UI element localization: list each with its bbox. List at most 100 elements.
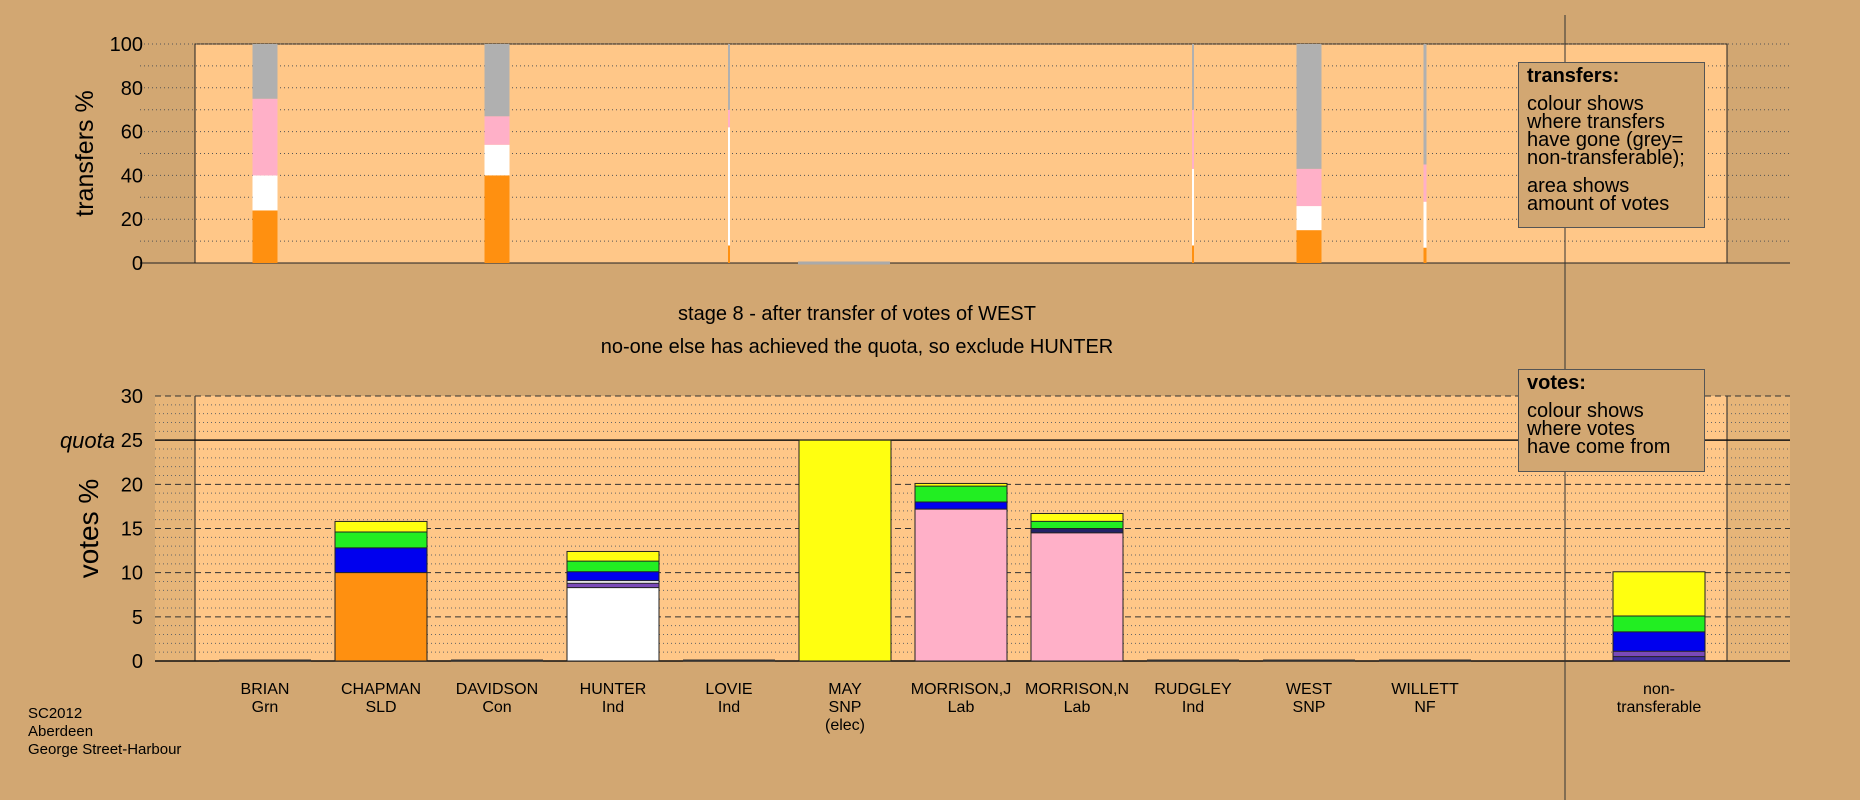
transfers-legend-line: non-transferable);	[1527, 147, 1685, 169]
transfers-legend-line: area shows	[1527, 175, 1630, 197]
votes-legend-line: where votes	[1527, 418, 1635, 440]
candidate-party-label: Lab	[1064, 699, 1091, 716]
transfers-bar-segment	[1192, 44, 1194, 110]
transfers-bar-segment	[728, 109, 730, 128]
transfers-bar-segment	[1423, 164, 1427, 202]
transfers-bar-segment	[1192, 109, 1194, 169]
candidate-name-label: LOVIE	[705, 681, 752, 698]
candidate-party-label: Ind	[602, 699, 624, 716]
votes-bar-segment	[1031, 521, 1123, 529]
votes-bar-segment	[567, 551, 659, 562]
candidate-name-label: MORRISON,N	[1025, 681, 1129, 698]
candidate-party-label: SNP	[829, 699, 862, 716]
election-council: Aberdeen	[28, 723, 94, 740]
votes-bar-segment	[1613, 651, 1705, 657]
stage-subtitle: no-one else has achieved the quota, so e…	[600, 336, 1114, 358]
votes-bar-segment	[915, 509, 1007, 661]
candidate-name-label: RUDGLEY	[1154, 681, 1232, 698]
transfers-bar-segment	[1192, 168, 1194, 246]
transfers-legend-line: have gone (grey=	[1527, 129, 1684, 151]
votes-bar-outline	[1030, 512, 1124, 662]
transfers-bar-segment	[484, 44, 510, 117]
transfers-bar-segment	[1192, 245, 1194, 263]
candidate-party-label: Grn	[252, 699, 279, 716]
transfers-bar-segment	[252, 210, 278, 263]
votes-legend-text: colour shows where votes have come from	[1527, 400, 1696, 458]
candidate-name-label: CHAPMAN	[341, 681, 421, 698]
transfers-bar-segment	[1423, 247, 1427, 263]
votes-ytick-label: 25	[121, 430, 143, 452]
votes-bar-segment	[567, 571, 659, 581]
votes-ytick-label: 30	[121, 386, 143, 408]
transfers-bar-segment	[728, 44, 730, 110]
transfers-bar-segment	[484, 116, 510, 145]
candidate-name-label: DAVIDSON	[456, 681, 538, 698]
votes-bar-segment	[1031, 532, 1123, 661]
votes-bar-outline	[1612, 571, 1706, 662]
votes-bar-segment	[335, 532, 427, 548]
election-code: SC2012	[28, 705, 83, 722]
votes-bar-outline	[334, 520, 428, 662]
candidate-name-label: HUNTER	[580, 681, 647, 698]
votes-bar-segment	[335, 572, 427, 661]
transfers-bar-segment	[252, 44, 278, 99]
transfers-axis-label: transfers %	[71, 90, 99, 216]
votes-bar-outline	[914, 482, 1008, 662]
election-info: SC2012 Aberdeen George Street-Harbour	[28, 705, 181, 759]
candidate-party-label: SLD	[365, 699, 396, 716]
votes-legend-line: have come from	[1527, 436, 1671, 458]
votes-bar-segment	[567, 583, 659, 588]
votes-ytick-label: 10	[121, 563, 143, 585]
candidate-party-label: Lab	[948, 699, 975, 716]
votes-legend-line: colour shows	[1527, 400, 1644, 422]
transfers-bar-segment	[1296, 44, 1322, 169]
candidate-name-label: MORRISON,J	[911, 681, 1011, 698]
transfers-legend-line: colour shows	[1527, 93, 1644, 115]
transfers-ytick-label: 80	[121, 78, 143, 100]
transfers-bar-segment	[728, 127, 730, 246]
candidate-name-label: non-	[1643, 681, 1675, 698]
transfers-ytick-label: 100	[110, 34, 143, 56]
candidate-party-label: transferable	[1617, 699, 1702, 716]
quota-label: quota	[60, 428, 115, 453]
votes-bar-segment	[567, 587, 659, 661]
transfers-bar-segment	[484, 175, 510, 263]
transfers-ytick-label: 60	[121, 122, 143, 144]
votes-ytick-label: 20	[121, 474, 143, 496]
transfers-legend-text-1: colour shows where transfers have gone (…	[1527, 93, 1696, 169]
stage-title: stage 8 - after transfer of votes of WES…	[678, 303, 1036, 325]
votes-bar-segment	[335, 547, 427, 573]
votes-legend: votes: colour shows where votes have com…	[1518, 369, 1705, 472]
votes-ytick-label: 15	[121, 519, 143, 541]
candidate-name-label: MAY	[828, 681, 862, 698]
votes-ytick-label: 5	[132, 607, 143, 629]
votes-bar-segment	[799, 440, 891, 661]
votes-legend-title: votes:	[1527, 372, 1586, 394]
votes-bar-segment	[915, 502, 1007, 510]
votes-bar-segment	[1613, 615, 1705, 632]
transfers-bar-segment	[1296, 206, 1322, 231]
votes-ytick-label: 0	[132, 651, 143, 673]
candidate-party-label: Con	[482, 699, 511, 716]
transfers-bar-segment	[1296, 230, 1322, 263]
candidate-name-label: BRIAN	[241, 681, 290, 698]
votes-axis-label: votes %	[73, 479, 104, 579]
votes-bar-segment	[915, 486, 1007, 502]
votes-bar-segment	[1031, 513, 1123, 522]
transfers-ytick-label: 40	[121, 165, 143, 187]
candidate-party-label: SNP	[1293, 699, 1326, 716]
transfers-ytick-label: 0	[132, 253, 143, 275]
candidate-party-label: Ind	[718, 699, 740, 716]
transfers-bar-segment	[1296, 168, 1322, 207]
candidate-party-label: NF	[1414, 699, 1436, 716]
votes-bar-segment	[567, 580, 659, 584]
election-ward: George Street-Harbour	[28, 741, 182, 758]
transfers-bar-segment	[252, 98, 278, 176]
transfers-bar-segment	[728, 245, 730, 263]
candidate-name-label: WEST	[1286, 681, 1332, 698]
transfers-legend-text-2: area shows amount of votes	[1527, 175, 1696, 215]
transfers-legend-title: transfers:	[1527, 65, 1620, 87]
transfers-legend-line: amount of votes	[1527, 193, 1670, 215]
